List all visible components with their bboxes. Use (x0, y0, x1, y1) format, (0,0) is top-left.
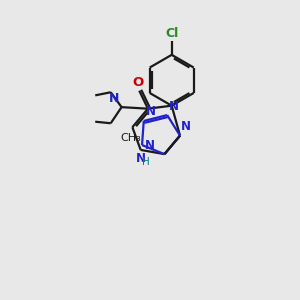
Text: N: N (169, 100, 179, 113)
Text: N: N (136, 152, 146, 165)
Text: Cl: Cl (165, 27, 178, 40)
Text: N: N (146, 106, 156, 118)
Text: O: O (132, 76, 143, 89)
Text: N: N (145, 139, 154, 152)
Text: N: N (110, 92, 120, 105)
Text: H: H (142, 157, 150, 167)
Text: CH₃: CH₃ (121, 133, 141, 143)
Text: N: N (181, 119, 191, 133)
